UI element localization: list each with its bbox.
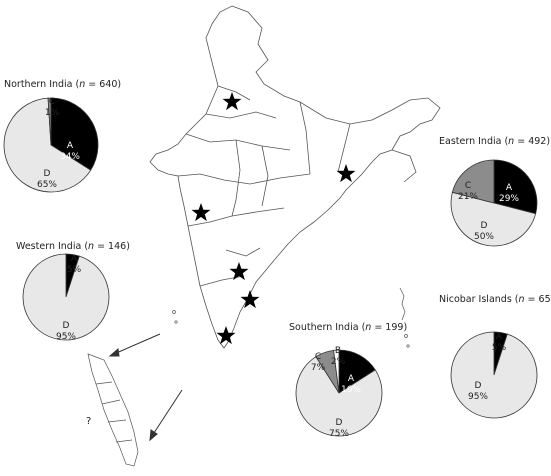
slice-label-a: A 5%	[67, 254, 82, 275]
pie-western-india: Western India (n = 146) A 5% D 95%	[16, 241, 130, 342]
slice-label-d: D 95%	[468, 381, 488, 402]
site-star-icon	[336, 164, 356, 183]
site-star-icon	[229, 262, 249, 281]
pie-slice-b	[333, 349, 340, 394]
site-star-icon	[222, 92, 242, 111]
slice-label-d: D 50%	[474, 221, 494, 242]
pie-slice-a	[493, 159, 538, 215]
pie-title: Eastern India (n = 492)	[439, 136, 550, 147]
pie-title: Northern India (n = 640)	[4, 79, 121, 90]
pie-slice-c	[47, 97, 52, 146]
pie-title: Southern India (n = 199)	[289, 322, 407, 333]
slice-label-c: C 7%	[311, 352, 326, 373]
slice-label-d: D 75%	[329, 418, 349, 439]
pie-southern-india: Southern India (n = 199) A 16% D 75% C 7% B 2%	[289, 322, 407, 439]
site-star-icon	[191, 203, 211, 222]
pie-nicobar-islands: Nicobar Islands (n = 65) A5% D95%	[439, 294, 551, 419]
slice-label-b: B 2%	[331, 346, 346, 367]
pie-title: Western India (n = 146)	[16, 241, 130, 252]
slice-label-a: A 16%	[341, 374, 361, 395]
pie-eastern-india: Eastern India (n = 492) A 29%D 50% C 21%	[439, 136, 550, 247]
pie-slice-c	[451, 159, 495, 204]
pie-northern-india: Northern India (n = 640) A 34%D 65% C 1%	[3, 79, 121, 193]
site-markers	[191, 92, 356, 345]
slice-label-a: A 34%	[60, 141, 80, 162]
pie-slice-d	[295, 356, 383, 437]
slice-label-a: A 5%	[492, 332, 507, 353]
inset-arrows	[108, 333, 183, 442]
slice-label-d: D 95%	[56, 321, 76, 342]
india-map	[149, 5, 441, 349]
pie-title: Nicobar Islands (n = 65)	[439, 294, 551, 305]
pie-slice-d	[3, 97, 92, 193]
slice-label-a: A 29%	[499, 183, 519, 204]
site-star-icon	[216, 326, 236, 345]
slice-label-c: C 21%	[458, 181, 478, 202]
pie-slice-d	[22, 253, 110, 341]
pie-slice-d	[450, 191, 537, 247]
slice-label-c: C 1%	[45, 97, 60, 118]
kerala-inset	[87, 353, 139, 467]
slice-label-d: D 65%	[37, 169, 57, 190]
pie-slice-d	[450, 331, 538, 419]
island-markers	[172, 287, 410, 348]
question-mark: ?	[86, 416, 91, 427]
pie-charts: Northern India (n = 640) A 34%D 65% C 1% Easte…	[3, 79, 551, 439]
site-star-icon	[240, 290, 260, 309]
